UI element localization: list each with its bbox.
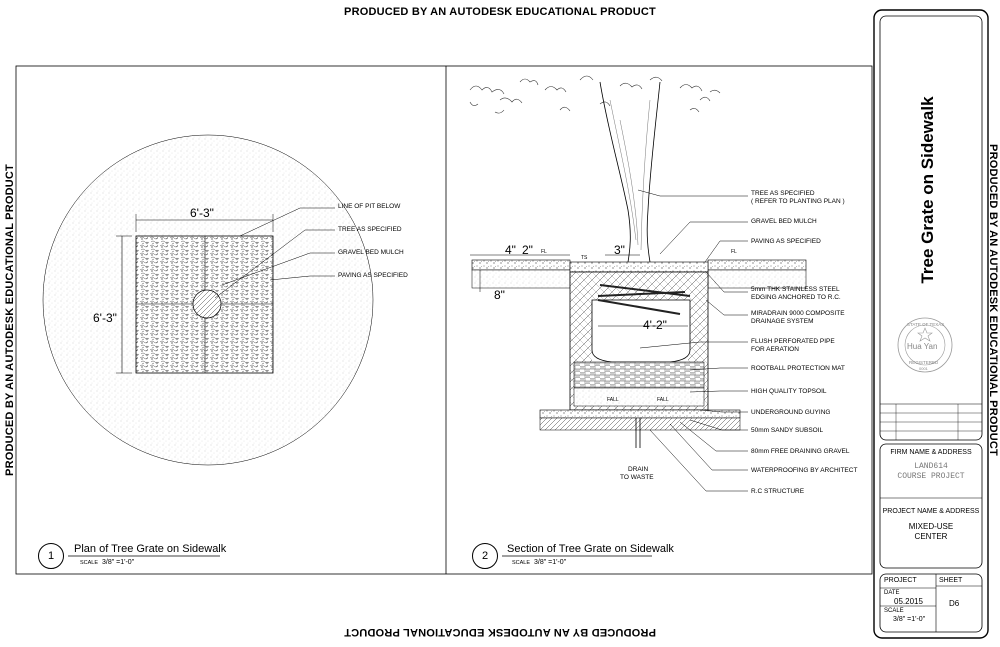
section-note-tree: TREE AS SPECIFIED [751, 190, 815, 197]
section-note-mulch: GRAVEL BED MULCH [751, 218, 817, 225]
stamp-bottom-text: REGISTERED [909, 360, 939, 365]
plan-view-title: Plan of Tree Grate on Sidewalk [74, 543, 227, 555]
plan-note-mulch: GRAVEL BED MULCH [338, 249, 404, 256]
section-note-edging-1: 5mm THK STAINLESS STEEL [751, 286, 840, 293]
edu-notice-left: PRODUCED BY AN AUTODESK EDUCATIONAL PROD… [4, 164, 16, 476]
section-note-topsoil: HIGH QUALITY TOPSOIL [751, 388, 827, 395]
edu-notice-top: PRODUCED BY AN AUTODESK EDUCATIONAL PROD… [344, 6, 656, 18]
section-note-mat: ROOTBALL PROTECTION MAT [751, 365, 845, 372]
section-drain-label-1: DRAIN [628, 466, 649, 473]
section-view-number: 2 [472, 543, 498, 569]
stamp-name: Hua Yan [907, 342, 938, 351]
scale-value: 3/8" =1'-0" [893, 616, 926, 623]
edu-notice-bottom: PRODUCED BY AN AUTODESK EDUCATIONAL PROD… [344, 626, 656, 638]
plan-note-paving: PAVING AS SPECIFIED [338, 272, 408, 279]
section-fl-left: FL [541, 249, 547, 255]
plan-scale-value: 3/8" =1'-0" [102, 559, 135, 566]
project-cell-label: PROJECT [884, 577, 917, 584]
section-dim-4in: 4" [505, 243, 516, 257]
section-dim-3in: 3" [614, 243, 625, 257]
section-scale-value: 3/8" =1'-0" [534, 559, 567, 566]
plan-view-number: 1 [38, 543, 64, 569]
scale-label: SCALE [884, 608, 904, 614]
section-view-title: Section of Tree Grate on Sidewalk [507, 543, 674, 555]
project-line-1: MIXED-USE [908, 522, 954, 531]
section-ts: TS [581, 255, 588, 261]
section-fl-right: FL [731, 249, 737, 255]
section-note-rc: R.C STRUCTURE [751, 488, 805, 495]
date-value: 05.2015 [894, 597, 923, 606]
section-note-guying: UNDERGROUND GUYING [751, 409, 831, 416]
section-dim-8in: 8" [494, 288, 505, 302]
section-fall-left: FALL [607, 397, 619, 403]
stamp-top-text: STATE OF TEXAS [907, 322, 945, 327]
plan-note-tree: TREE AS SPECIFIED [338, 226, 402, 233]
section-note-subsoil: 50mm SANDY SUBSOIL [751, 427, 824, 434]
plan-dim-left: 6'-3" [93, 311, 117, 325]
section-note-miradrain-1: MIRADRAIN 9000 COMPOSITE [751, 310, 845, 317]
section-drain-label-2: TO WASTE [620, 474, 654, 481]
section-dim-width: 4'-2" [643, 318, 667, 332]
sheet-number: D6 [949, 599, 960, 608]
section-note-paving: PAVING AS SPECIFIED [751, 238, 821, 245]
firm-line-2: COURSE PROJECT [897, 472, 965, 481]
section-note-tree-ref: ( REFER TO PLANTING PLAN ) [751, 198, 845, 205]
section-note-edging-2: EDGING ANCHORED TO R.C. [751, 294, 841, 301]
stamp-number: 0001 [919, 366, 928, 371]
section-note-waterproofing: WATERPROOFING BY ARCHITECT [751, 467, 858, 474]
plan-scale-label: SCALE [80, 560, 99, 566]
section-note-gravel: 80mm FREE DRAINING GRAVEL [751, 448, 850, 455]
project-label: PROJECT NAME & ADDRESS [882, 508, 980, 515]
plan-note-pit: LINE OF PIT BELOW [338, 203, 401, 210]
edu-notice-right: PRODUCED BY AN AUTODESK EDUCATIONAL PROD… [987, 144, 999, 456]
section-scale-label: SCALE [512, 560, 531, 566]
firm-label: FIRM NAME & ADDRESS [890, 449, 972, 456]
section-note-pipe-2: FOR AERATION [751, 346, 799, 353]
sheet-title: Tree Grate on Sidewalk [918, 96, 937, 284]
section-note-pipe-1: FLUSH PERFORATED PIPE [751, 338, 835, 345]
sheet-cell-label: SHEET [939, 577, 963, 584]
project-line-2: CENTER [914, 532, 948, 541]
date-label: DATE [884, 590, 900, 596]
firm-line-1: LAND614 [914, 462, 948, 471]
plan-dim-top: 6'-3" [190, 206, 214, 220]
section-fall-right: FALL [657, 397, 669, 403]
section-dim-2in: 2" [522, 243, 533, 257]
section-note-miradrain-2: DRAINAGE SYSTEM [751, 318, 814, 325]
